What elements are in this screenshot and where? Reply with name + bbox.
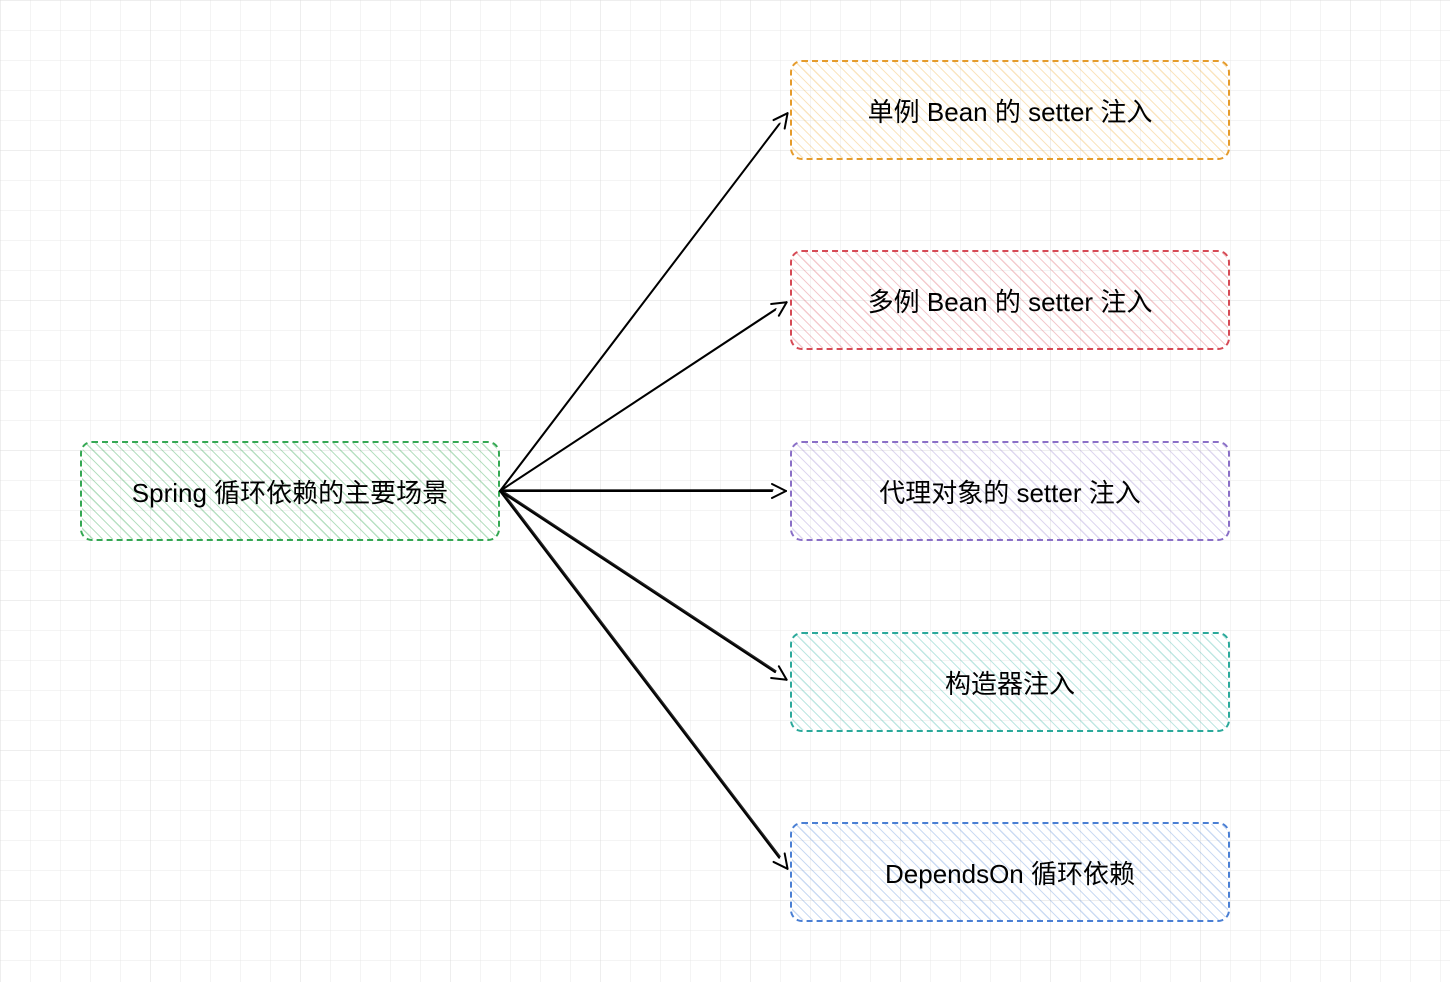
child-node-label: 多例 Bean 的 setter 注入 xyxy=(868,282,1153,319)
child-node-singleton-setter: 单例 Bean 的 setter 注入 xyxy=(790,60,1230,160)
child-node-proxy-setter: 代理对象的 setter 注入 xyxy=(790,441,1230,541)
child-node-label: 构造器注入 xyxy=(945,664,1075,701)
child-node-constructor: 构造器注入 xyxy=(790,632,1230,732)
child-node-label: DependsOn 循环依赖 xyxy=(885,854,1135,891)
root-node: Spring 循环依赖的主要场景 xyxy=(80,441,500,541)
child-node-prototype-setter: 多例 Bean 的 setter 注入 xyxy=(790,250,1230,350)
diagram-canvas: Spring 循环依赖的主要场景 单例 Bean 的 setter 注入 多例 … xyxy=(0,0,1450,982)
child-node-label: 代理对象的 setter 注入 xyxy=(879,473,1140,510)
child-node-label: 单例 Bean 的 setter 注入 xyxy=(868,92,1153,129)
child-node-dependson: DependsOn 循环依赖 xyxy=(790,822,1230,922)
root-node-label: Spring 循环依赖的主要场景 xyxy=(132,473,448,510)
